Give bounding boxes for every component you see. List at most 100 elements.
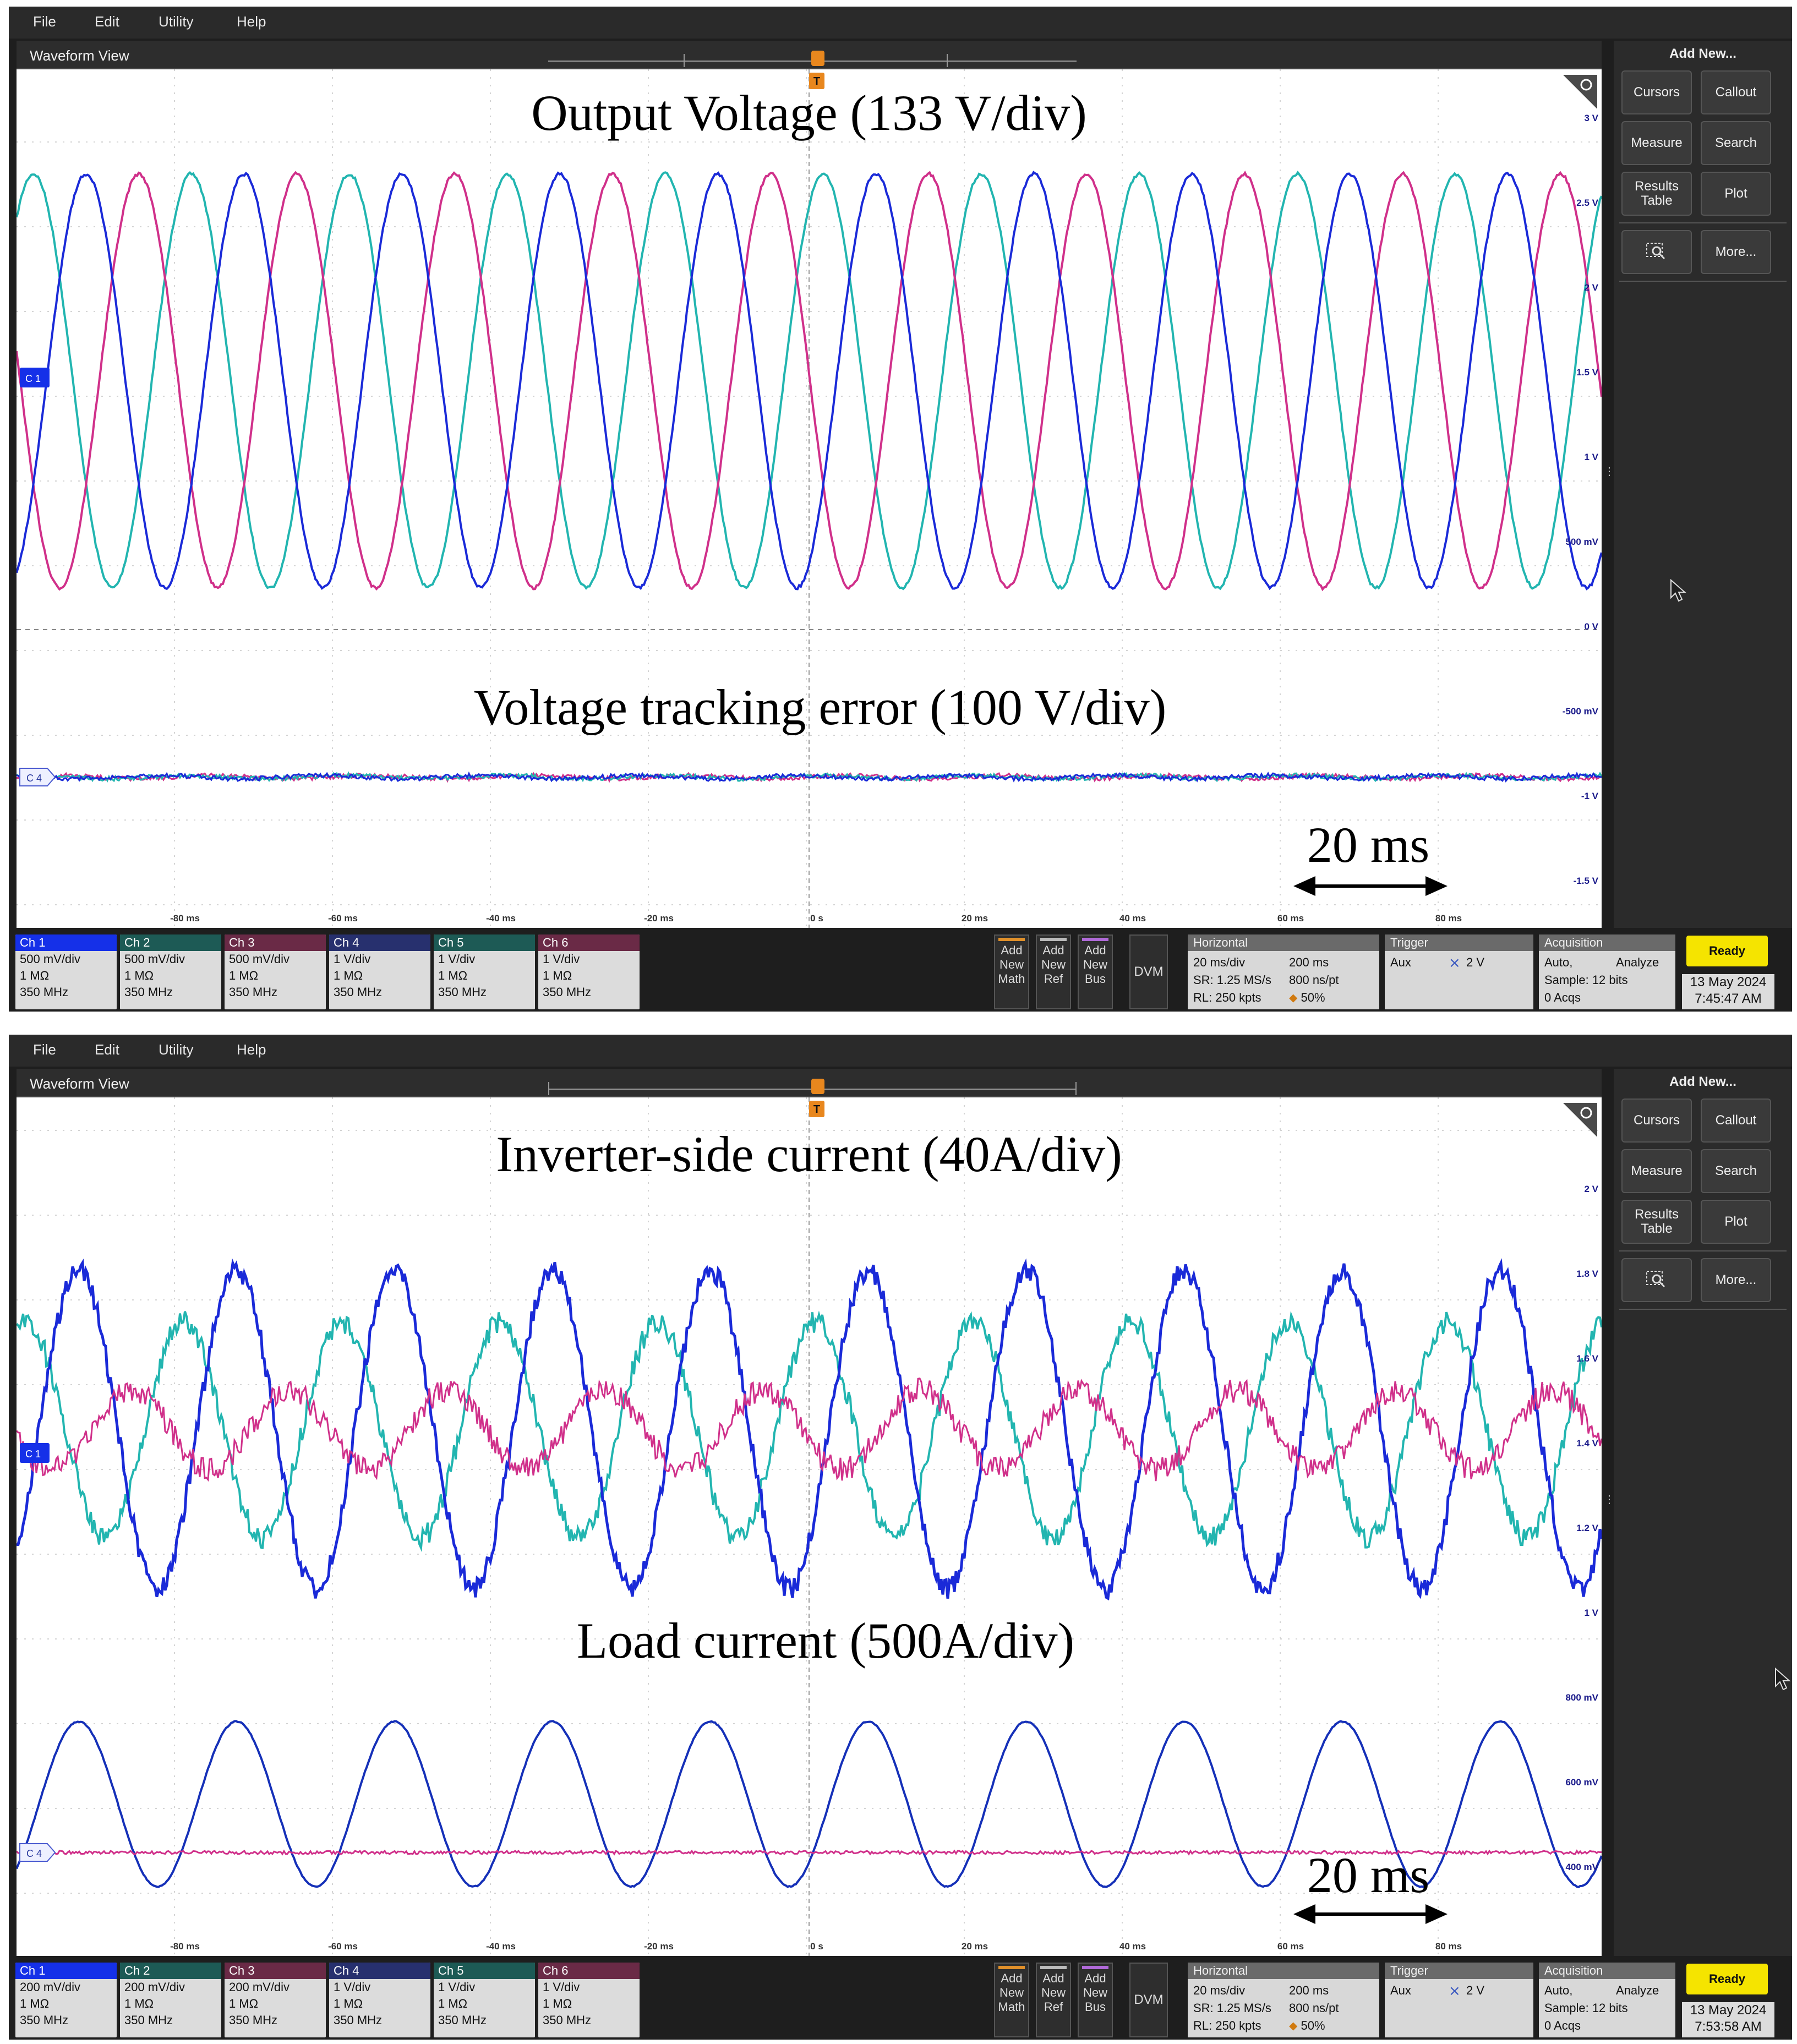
horizontal-settings[interactable]: Horizontal 20 ms/div 200 ms SR: 1.25 MS/… bbox=[1188, 1963, 1379, 2037]
menu-utility[interactable]: Utility bbox=[159, 1041, 194, 1058]
zoom-corner-icon[interactable] bbox=[1563, 75, 1597, 109]
add-new-bus-button[interactable]: Add New Bus bbox=[1078, 1963, 1113, 2037]
trigger-level: 2 V bbox=[1466, 955, 1485, 969]
channel-1-badge[interactable]: Ch 1 500 mV/div 1 MΩ 350 MHz bbox=[15, 934, 117, 1009]
dvm-button[interactable]: DVM bbox=[1129, 934, 1168, 1009]
zoom-box-icon[interactable] bbox=[1621, 1258, 1692, 1302]
callout-button[interactable]: Callout bbox=[1701, 70, 1771, 114]
zoom-corner-icon[interactable] bbox=[1563, 1103, 1597, 1137]
callout-button[interactable]: Callout bbox=[1701, 1098, 1771, 1143]
add-new-bus-button[interactable]: Add New Bus bbox=[1078, 934, 1113, 1009]
channel-2-badge[interactable]: Ch 2 200 mV/div 1 MΩ 350 MHz bbox=[120, 1963, 221, 2037]
time-label: -20 ms bbox=[644, 913, 674, 923]
record-length: RL: 250 kpts bbox=[1193, 2019, 1261, 2032]
channel-1-marker[interactable]: C 1 bbox=[20, 1443, 50, 1463]
results-table-button[interactable]: Results Table bbox=[1621, 1200, 1692, 1244]
trigger-head: Trigger bbox=[1385, 934, 1533, 951]
channel-4-marker[interactable]: C 4 bbox=[19, 768, 56, 786]
cursors-button[interactable]: Cursors bbox=[1621, 1098, 1692, 1143]
date-label: 13 May 2024 bbox=[1690, 975, 1767, 990]
search-button[interactable]: Search bbox=[1701, 121, 1771, 165]
add-new-math-button[interactable]: Add New Math bbox=[994, 1963, 1029, 2037]
results-table-button[interactable]: Results Table bbox=[1621, 172, 1692, 216]
trigger-marker[interactable]: T bbox=[809, 1101, 824, 1117]
trigger-position-icon[interactable] bbox=[811, 1079, 824, 1094]
horizontal-settings[interactable]: Horizontal 20 ms/div 200 ms SR: 1.25 MS/… bbox=[1188, 934, 1379, 1009]
search-button[interactable]: Search bbox=[1701, 1149, 1771, 1193]
scale-bar-label: 20 ms bbox=[1307, 1847, 1429, 1903]
cursors-button[interactable]: Cursors bbox=[1621, 70, 1692, 114]
channel-scale: 200 mV/div bbox=[20, 1980, 81, 1994]
add-new-ref-button[interactable]: Add New Ref bbox=[1036, 1963, 1071, 2037]
acquisition-head: Acquisition bbox=[1539, 1963, 1675, 1979]
menu-file[interactable]: File bbox=[33, 13, 56, 30]
add-new-ref-button[interactable]: Add New Ref bbox=[1036, 934, 1071, 1009]
menu-utility[interactable]: Utility bbox=[159, 13, 194, 30]
channel-impedance: 1 MΩ bbox=[334, 1997, 363, 2010]
ready-status-badge[interactable]: Ready bbox=[1686, 936, 1768, 966]
panel-resize-handle[interactable]: ⋮ bbox=[1604, 466, 1615, 478]
waveform-view-titlebar: Waveform View bbox=[17, 1069, 1602, 1097]
menu-edit[interactable]: Edit bbox=[95, 13, 119, 30]
channel-1-marker[interactable]: C 1 bbox=[20, 368, 50, 387]
waveform-plot[interactable]: Inverter-side current (40A/div) Load cur… bbox=[17, 1097, 1602, 1956]
plot-button[interactable]: Plot bbox=[1701, 1200, 1771, 1244]
menu-help[interactable]: Help bbox=[237, 13, 266, 30]
time-labels: -80 ms -60 ms -40 ms -20 ms 0 s 20 ms 40… bbox=[170, 913, 1462, 923]
trigger-marker[interactable]: T bbox=[809, 73, 824, 89]
channel-3-badge[interactable]: Ch 3 500 mV/div 1 MΩ 350 MHz bbox=[225, 934, 326, 1009]
channel-head: Ch 5 bbox=[434, 1963, 535, 1979]
time-label: 0 s bbox=[810, 1941, 823, 1952]
acquisition-settings[interactable]: Acquisition Auto, Analyze Sample: 12 bit… bbox=[1539, 1963, 1675, 2037]
channel-2-badge[interactable]: Ch 2 500 mV/div 1 MΩ 350 MHz bbox=[120, 934, 221, 1009]
scale-label: 800 mV bbox=[1565, 1692, 1598, 1703]
channel-bandwidth: 350 MHz bbox=[124, 985, 173, 999]
scale-label: 2.5 V bbox=[1576, 198, 1598, 208]
waveform-view-title: Waveform View bbox=[30, 47, 129, 64]
scale-label: 3 V bbox=[1584, 113, 1598, 123]
mouse-pointer-icon bbox=[1775, 1668, 1791, 1691]
zoom-box-icon[interactable] bbox=[1621, 230, 1692, 274]
channel-bandwidth: 350 MHz bbox=[20, 2013, 69, 2027]
channel-1-badge[interactable]: Ch 1 200 mV/div 1 MΩ 350 MHz bbox=[15, 1963, 117, 2037]
menu-file[interactable]: File bbox=[33, 1041, 56, 1058]
measure-button[interactable]: Measure bbox=[1621, 1149, 1692, 1193]
date-label: 13 May 2024 bbox=[1690, 2003, 1767, 2018]
trigger-settings[interactable]: Trigger Aux ⨯ 2 V bbox=[1385, 934, 1533, 1009]
time-label: 80 ms bbox=[1435, 1941, 1462, 1952]
channel-impedance: 1 MΩ bbox=[543, 1997, 572, 2010]
trigger-position-icon[interactable] bbox=[811, 51, 824, 66]
menu-edit[interactable]: Edit bbox=[95, 1041, 119, 1058]
trigger-settings[interactable]: Trigger Aux ⨯ 2 V bbox=[1385, 1963, 1533, 2037]
menu-help[interactable]: Help bbox=[237, 1041, 266, 1058]
waveform-plot[interactable]: Output Voltage (133 V/div) Voltage track… bbox=[17, 69, 1602, 928]
plot-button[interactable]: Plot bbox=[1701, 172, 1771, 216]
channel-impedance: 1 MΩ bbox=[229, 969, 259, 982]
panel-resize-handle[interactable]: ⋮ bbox=[1604, 1494, 1615, 1506]
horizontal-head: Horizontal bbox=[1188, 934, 1379, 951]
channel-bandwidth: 350 MHz bbox=[438, 2013, 487, 2027]
channel-3-badge[interactable]: Ch 3 200 mV/div 1 MΩ 350 MHz bbox=[225, 1963, 326, 2037]
measure-button[interactable]: Measure bbox=[1621, 121, 1692, 165]
time-label: 60 ms bbox=[1277, 1941, 1304, 1952]
more-button[interactable]: More... bbox=[1701, 1258, 1771, 1302]
menu-bar: File Edit Utility Help bbox=[9, 1035, 1792, 1067]
dvm-button[interactable]: DVM bbox=[1129, 1963, 1168, 2037]
more-button[interactable]: More... bbox=[1701, 230, 1771, 274]
ready-status-badge[interactable]: Ready bbox=[1686, 1964, 1768, 1994]
position-icon: ⬥ bbox=[1289, 991, 1298, 1004]
inverter-current-title: Inverter-side current (40A/div) bbox=[496, 1126, 1122, 1182]
scale-label: 1.8 V bbox=[1576, 1269, 1598, 1279]
time-label: 20 ms bbox=[962, 1941, 988, 1952]
channel-head: Ch 4 bbox=[329, 934, 430, 951]
channel-4-marker[interactable]: C 4 bbox=[19, 1843, 56, 1862]
add-new-math-button[interactable]: Add New Math bbox=[994, 934, 1029, 1009]
acquisition-settings[interactable]: Acquisition Auto, Analyze Sample: 12 bit… bbox=[1539, 934, 1675, 1009]
time-readout: 7:53:58 AM bbox=[1695, 2019, 1762, 2034]
